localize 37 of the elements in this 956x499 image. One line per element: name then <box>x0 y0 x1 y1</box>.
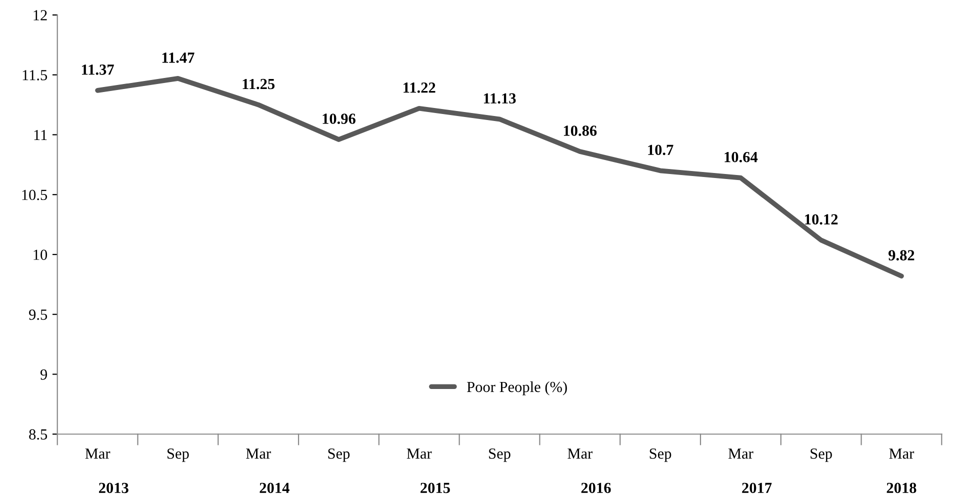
x-tick-label: Mar <box>728 448 754 459</box>
data-label: 9.82 <box>888 250 914 261</box>
x-tick-label: Mar <box>85 448 110 459</box>
data-label: 11.47 <box>162 52 194 63</box>
text: 2018 <box>886 482 916 494</box>
x-tick-label: Mar <box>246 448 271 459</box>
data-label: 10.86 <box>564 126 597 136</box>
y-tick-label: 10 <box>34 250 48 260</box>
x-tick-label: Mar <box>568 448 592 459</box>
data-label: 11.13 <box>484 93 516 104</box>
x-tick-label: Mar <box>889 448 914 459</box>
y-tick-label: 8.5 <box>29 429 48 440</box>
x-tick-label: Sep <box>489 448 510 462</box>
data-label: 10.7 <box>648 144 674 156</box>
x-tick-label: Sep <box>168 448 189 462</box>
legend-label: Poor People (%) <box>467 381 567 396</box>
y-tick-label: 11 <box>34 130 47 140</box>
y-tick-label: 10.5 <box>22 190 48 200</box>
y-tick-label: 12 <box>34 10 47 20</box>
x-tick-label: Sep <box>328 448 350 462</box>
data-label: 11.25 <box>242 78 275 90</box>
x-tick-label: Sep <box>810 448 832 462</box>
text: 2015 <box>420 482 450 494</box>
data-label: 11.37 <box>82 64 114 75</box>
y-tick-label: 9.5 <box>29 310 48 320</box>
text: 2017 <box>742 482 772 494</box>
x-tick-label: Mar <box>406 448 432 459</box>
text: 2013 <box>99 482 128 494</box>
x-tick-label: Sep <box>650 448 672 462</box>
data-label: 10.96 <box>322 114 356 124</box>
y-tick-label: 11.5 <box>22 70 48 80</box>
data-label: 10.12 <box>805 214 838 225</box>
text: 2016 <box>581 482 611 494</box>
data-label: 11.22 <box>404 82 436 93</box>
text: 2014 <box>260 482 290 494</box>
y-tick-label: 9 <box>40 369 48 380</box>
data-label: 10.64 <box>724 152 758 162</box>
